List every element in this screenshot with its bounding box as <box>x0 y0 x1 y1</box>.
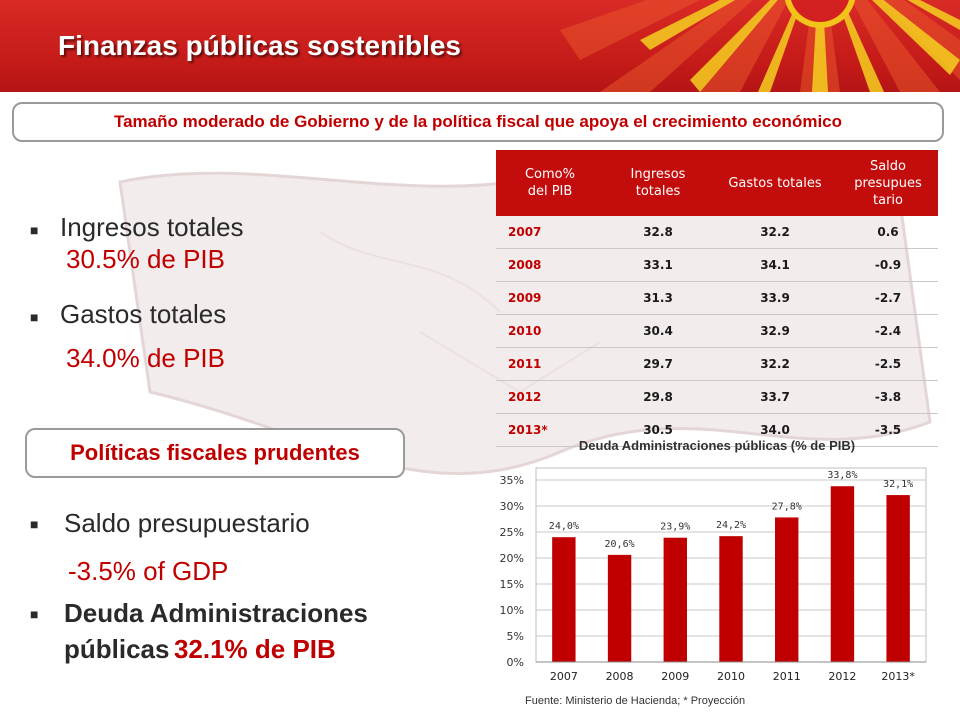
x-tick-label: 2013* <box>881 670 915 683</box>
bullet-label-line1: Deuda Administraciones <box>64 598 368 628</box>
source-note: Fuente: Ministerio de Hacienda; * Proyec… <box>525 695 746 707</box>
data-label: 23,9% <box>660 522 690 533</box>
square-bullet-icon: ■ <box>30 606 39 622</box>
section-box-title: Políticas fiscales prudentes <box>25 428 405 478</box>
debt-bar-chart: 0% 5% 10% 15% 20% 25% 30% 35% 24,0% 2007 20,6% 2008… <box>500 467 927 683</box>
y-tick-label: 30% <box>500 500 524 513</box>
table-header: Saldo presupues tario <box>838 150 938 216</box>
bar <box>886 495 910 662</box>
bullet-value: -3.5% of GDP <box>68 556 229 586</box>
table-cell: 34.0 <box>712 413 838 447</box>
square-bullet-icon: ■ <box>30 516 39 532</box>
table-cell: -3.8 <box>838 380 938 414</box>
sun-emblem-decoration <box>560 0 960 92</box>
y-tick-label: 0% <box>507 656 524 669</box>
bullet-list-top: ■ Ingresos totales 30.5% de PIB ■ Gastos… <box>30 212 470 379</box>
table-cell: -0.9 <box>838 248 938 282</box>
table-cell: 33.1 <box>604 248 712 282</box>
header-banner: Finanzas públicas sostenibles <box>0 0 960 92</box>
table-cell: 30.4 <box>604 314 712 348</box>
bar <box>552 537 576 662</box>
page-title: Finanzas públicas sostenibles <box>58 30 462 61</box>
x-tick-label: 2008 <box>606 670 634 683</box>
x-tick-label: 2007 <box>550 670 578 683</box>
square-bullet-icon: ■ <box>30 309 39 325</box>
table-cell: 0.6 <box>838 216 938 249</box>
y-tick-label: 5% <box>507 630 524 643</box>
table-cell: 30.5 <box>604 413 712 447</box>
table-cell: 34.1 <box>712 248 838 282</box>
bullet-value: 30.5% de PIB <box>66 244 225 274</box>
table-cell: 29.7 <box>604 347 712 381</box>
x-tick-label: 2010 <box>717 670 745 683</box>
y-tick-label: 25% <box>500 526 524 539</box>
data-label: 32,1% <box>883 479 913 490</box>
y-tick-label: 10% <box>500 604 524 617</box>
bullet-label: Saldo presupuestario <box>64 508 310 538</box>
chart-title: Deuda Administraciones públicas (% de PI… <box>578 438 856 453</box>
x-tick-label: 2011 <box>773 670 801 683</box>
bar <box>663 537 687 662</box>
y-tick-label: 15% <box>500 578 524 591</box>
x-tick-label: 2012 <box>828 670 856 683</box>
table-cell: -2.5 <box>838 347 938 381</box>
table-cell: 32.8 <box>604 216 712 249</box>
table-cell: 33.7 <box>712 380 838 414</box>
fiscal-table: Como% del PIB Ingresos totales Gastos to… <box>496 150 938 447</box>
bullet-gastos: ■ Gastos totales 34.0% de PIB <box>30 299 470 379</box>
table-header: Gastos totales <box>712 150 838 216</box>
y-tick-label: 20% <box>500 552 524 565</box>
table-row: 2012 29.8 33.7 -3.8 <box>496 380 938 414</box>
table-cell: 32.2 <box>712 216 838 249</box>
table-cell: -3.5 <box>838 413 938 447</box>
table-header: Ingresos totales <box>604 150 712 216</box>
bullet-value: 32.1% de PIB <box>173 634 336 664</box>
data-label: 24,0% <box>549 521 579 532</box>
bullet-ingresos: ■ Ingresos totales 30.5% de PIB <box>30 212 470 288</box>
table-cell: 33.9 <box>712 281 838 315</box>
bullet-label-word: públicas <box>64 634 170 664</box>
y-tick-label: 35% <box>500 474 524 487</box>
bar <box>830 486 855 662</box>
bar <box>719 536 743 662</box>
bullet-label-line2: públicas 32.1% de PIB <box>64 634 336 665</box>
data-label: 20,6% <box>605 539 635 550</box>
table-cell: -2.4 <box>838 314 938 348</box>
table-row: 2013* 30.5 34.0 -3.5 <box>496 413 938 447</box>
table-cell-year: 2013* <box>496 413 604 447</box>
table-header: Como% del PIB <box>496 150 604 216</box>
square-bullet-icon: ■ <box>30 222 39 238</box>
subtitle-banner: Tamaño moderado de Gobierno y de la polí… <box>12 102 944 142</box>
table-cell-year: 2007 <box>496 216 604 249</box>
data-label: 27,8% <box>772 501 802 512</box>
x-tick-label: 2009 <box>661 670 689 683</box>
bar <box>607 554 632 662</box>
table-cell: 32.9 <box>712 314 838 348</box>
table-row: 2011 29.7 32.2 -2.5 <box>496 347 938 381</box>
table-cell: -2.7 <box>838 281 938 315</box>
data-label: 24,2% <box>716 520 746 531</box>
bullet-deuda: ■ Deuda Administraciones públicas 32.1% … <box>30 598 480 678</box>
bar <box>775 517 799 662</box>
table-cell-year: 2009 <box>496 281 604 315</box>
table-row: 2007 32.8 32.2 0.6 <box>496 216 938 249</box>
table-row: 2010 30.4 32.9 -2.4 <box>496 314 938 348</box>
table-row: 2009 31.3 33.9 -2.7 <box>496 281 938 315</box>
bullet-label: Ingresos totales <box>60 212 244 242</box>
table-header-row: Como% del PIB Ingresos totales Gastos to… <box>496 150 938 216</box>
table-cell: 29.8 <box>604 380 712 414</box>
table-row: 2008 33.1 34.1 -0.9 <box>496 248 938 282</box>
table-cell: 32.2 <box>712 347 838 381</box>
bullet-saldo: ■ Saldo presupuestario <box>30 508 480 552</box>
data-label: 33,8% <box>827 470 857 481</box>
table-body: 2007 32.8 32.2 0.6 2008 33.1 34.1 -0.9 2009 31.3 3… <box>496 216 938 447</box>
bullet-value: 34.0% de PIB <box>66 343 225 373</box>
table-cell-year: 2012 <box>496 380 604 414</box>
bullet-list-bottom: ■ Saldo presupuestario -3.5% of GDP ■ De… <box>30 508 480 678</box>
bullet-label: Gastos totales <box>60 299 227 329</box>
table-cell: 31.3 <box>604 281 712 315</box>
table-cell-year: 2010 <box>496 314 604 348</box>
table-cell-year: 2011 <box>496 347 604 381</box>
table-cell-year: 2008 <box>496 248 604 282</box>
